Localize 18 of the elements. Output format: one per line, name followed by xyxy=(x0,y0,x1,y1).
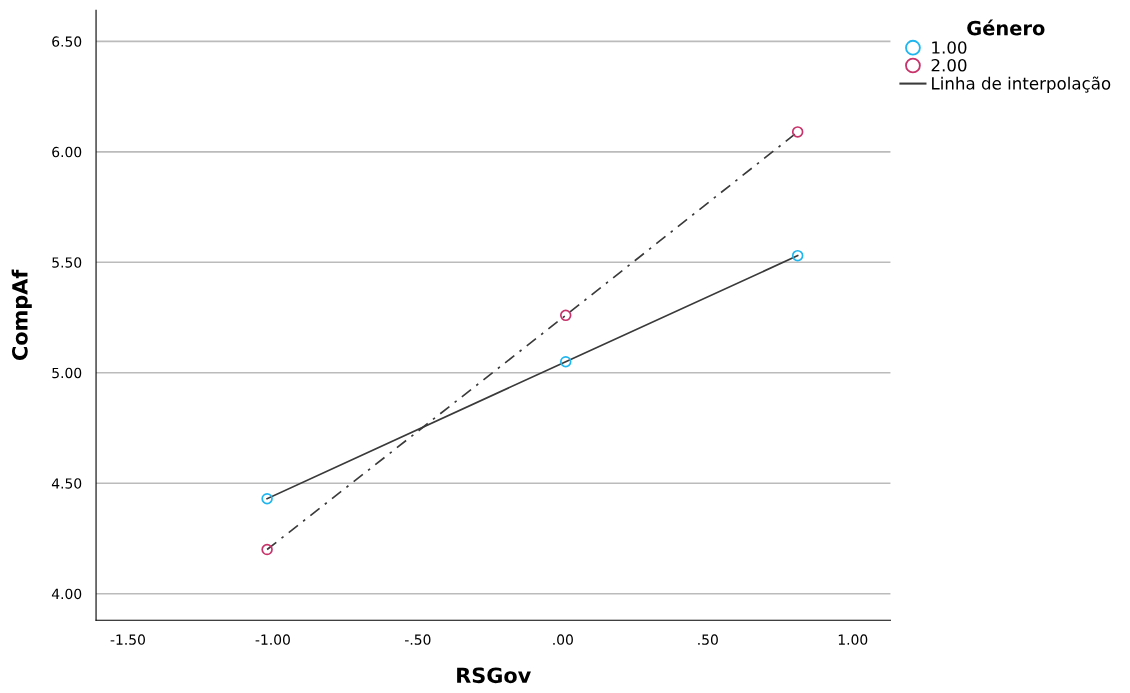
x-tick-label: .00 xyxy=(553,634,573,645)
legend-title: Género xyxy=(967,19,1045,36)
legend-label: 1.00 xyxy=(932,41,967,54)
y-tick-label: 6.50 xyxy=(52,36,82,47)
x-axis-title: RSGov xyxy=(457,667,531,684)
y-tick-label: 4.00 xyxy=(51,588,82,600)
y-axis-title: CompAf xyxy=(11,269,32,360)
x-tick-label: -1.00 xyxy=(255,634,290,645)
x-tick-label: -.50 xyxy=(404,634,431,645)
y-tick-label: 5.50 xyxy=(52,257,82,268)
y-tick-label: 6.00 xyxy=(52,146,82,158)
x-tick-label: .50 xyxy=(698,634,718,645)
x-tick-label: 1.00 xyxy=(838,634,868,645)
legend-label: 2.00 xyxy=(931,58,967,72)
y-tick-label: 5.00 xyxy=(52,367,82,379)
x-tick-label: -1.50 xyxy=(110,634,145,645)
legend-label: Linha de interpolação xyxy=(932,76,1111,93)
y-tick-label: 4.50 xyxy=(51,478,82,489)
